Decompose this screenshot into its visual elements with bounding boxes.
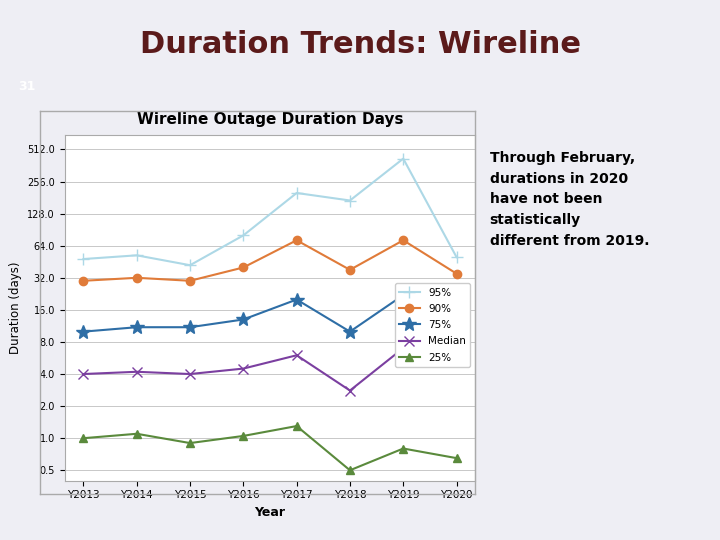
75% [239,316,248,323]
Text: 7.0: 7.0 [425,336,442,347]
90% [132,274,141,281]
Median [239,366,248,372]
X-axis label: Year: Year [254,506,286,519]
25% [399,446,408,452]
90% [239,264,248,271]
Line: 95%: 95% [77,152,463,272]
75% [79,328,88,335]
Line: 90%: 90% [79,236,461,285]
Y-axis label: Duration (days): Duration (days) [9,261,22,354]
95% [292,190,301,196]
90% [292,237,301,244]
Median [186,371,194,377]
25% [186,440,194,446]
Median [452,345,461,352]
75% [399,292,408,299]
Text: 31: 31 [18,80,36,93]
Line: 75%: 75% [76,288,464,339]
95% [132,252,141,259]
75% [346,328,354,335]
Title: Wireline Outage Duration Days: Wireline Outage Duration Days [137,112,403,127]
Legend: 95%, 90%, 75%, Median, 25%: 95%, 90%, 75%, Median, 25% [395,284,470,367]
75% [292,296,301,303]
95% [239,232,248,239]
25% [79,435,88,441]
95% [79,256,88,262]
75% [186,324,194,330]
90% [399,237,408,244]
Median [292,352,301,359]
90% [346,267,354,273]
25% [292,423,301,429]
95% [399,156,408,162]
25% [346,467,354,474]
25% [132,430,141,437]
Text: Through February,
durations in 2020
have not been
statistically
different from 2: Through February, durations in 2020 have… [490,151,649,248]
95% [346,197,354,204]
Line: Median: Median [78,343,462,395]
Line: 25%: 25% [79,422,461,475]
95% [452,254,461,260]
25% [239,433,248,439]
75% [132,324,141,330]
90% [79,278,88,284]
90% [452,271,461,277]
Median [346,387,354,394]
95% [186,262,194,268]
Text: Duration Trends: Wireline: Duration Trends: Wireline [140,30,580,59]
75% [452,304,461,310]
90% [186,278,194,284]
Median [132,368,141,375]
Median [399,345,408,352]
25% [452,455,461,461]
Median [79,371,88,377]
